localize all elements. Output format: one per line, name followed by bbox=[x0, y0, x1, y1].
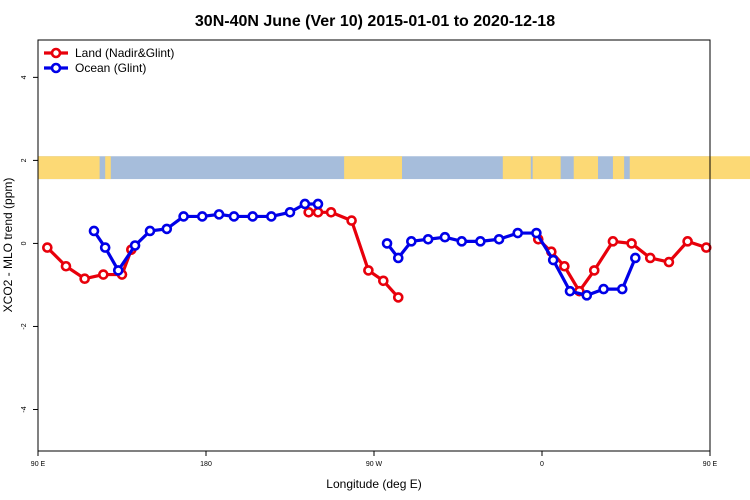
data-point bbox=[144, 225, 156, 237]
data-point bbox=[178, 211, 189, 222]
data-point bbox=[378, 275, 389, 287]
data-point bbox=[381, 238, 393, 249]
data-point bbox=[700, 242, 712, 253]
data-point bbox=[422, 233, 434, 245]
data-point bbox=[266, 211, 277, 222]
land-patch bbox=[573, 156, 598, 180]
data-point bbox=[99, 242, 111, 253]
y-tick-label: -4 bbox=[21, 406, 28, 412]
data-point bbox=[299, 198, 311, 210]
y-axis: -4 -2 0 2 4 bbox=[21, 75, 38, 413]
data-point bbox=[630, 252, 641, 264]
data-point bbox=[682, 236, 693, 247]
y-tick-label: 0 bbox=[21, 241, 28, 245]
land-patch bbox=[612, 156, 625, 180]
data-point bbox=[196, 211, 208, 222]
data-point bbox=[228, 211, 240, 222]
data-point bbox=[616, 283, 628, 295]
data-point bbox=[392, 292, 404, 303]
data-point bbox=[581, 290, 593, 301]
data-point bbox=[439, 231, 451, 243]
data-point bbox=[392, 252, 404, 264]
land-patch bbox=[629, 156, 750, 180]
legend-entry: Land (Nadir&Glint) bbox=[75, 46, 174, 60]
data-point bbox=[346, 215, 357, 226]
chart-title: 30N-40N June (Ver 10) 2015-01-01 to 2020… bbox=[195, 13, 555, 30]
series-layer bbox=[42, 198, 712, 303]
x-tick-label: 90 W bbox=[366, 461, 383, 468]
data-point bbox=[626, 238, 637, 249]
data-point bbox=[42, 242, 53, 253]
series-line-1 bbox=[385, 231, 637, 297]
data-point bbox=[644, 252, 656, 264]
y-axis-label: XCO2 - MLO trend (ppm) bbox=[1, 178, 15, 313]
data-point bbox=[564, 285, 576, 297]
x-tick-label: 0 bbox=[540, 461, 544, 468]
x-axis-label: Longitude (deg E) bbox=[326, 477, 421, 491]
data-point bbox=[607, 236, 619, 247]
data-point bbox=[161, 223, 173, 235]
y-tick-label: 4 bbox=[21, 75, 28, 79]
land-patch bbox=[344, 156, 402, 180]
data-point bbox=[213, 209, 225, 220]
data-point bbox=[456, 236, 468, 247]
data-point bbox=[493, 233, 505, 245]
data-point bbox=[559, 260, 570, 272]
data-point bbox=[531, 227, 542, 239]
data-point bbox=[512, 227, 524, 239]
data-point bbox=[475, 236, 486, 247]
data-point bbox=[60, 260, 72, 272]
data-point bbox=[325, 206, 337, 218]
land-ocean-band bbox=[38, 156, 750, 180]
land-patch bbox=[502, 156, 531, 180]
data-point bbox=[406, 236, 417, 247]
y-tick-label: 2 bbox=[21, 158, 28, 162]
legend: Land (Nadir&Glint)Ocean (Glint) bbox=[44, 46, 174, 75]
data-point bbox=[363, 265, 374, 276]
data-point bbox=[247, 211, 258, 222]
data-point bbox=[79, 273, 90, 285]
legend-entry: Ocean (Glint) bbox=[75, 61, 146, 75]
data-point bbox=[312, 198, 324, 210]
data-point bbox=[588, 265, 600, 276]
x-tick-label: 90 E bbox=[703, 461, 718, 468]
data-point bbox=[547, 254, 559, 266]
legend-swatch-marker bbox=[50, 62, 62, 74]
data-point bbox=[88, 225, 100, 237]
x-axis: 90 E 180 90 W 0 90 E bbox=[31, 451, 718, 468]
data-point bbox=[303, 206, 314, 218]
legend-swatch-marker bbox=[50, 47, 62, 59]
y-tick-label: -2 bbox=[21, 323, 28, 329]
land-patch bbox=[532, 156, 561, 180]
data-point bbox=[312, 206, 324, 218]
data-point bbox=[598, 283, 609, 295]
data-point bbox=[112, 265, 124, 276]
data-point bbox=[129, 240, 141, 251]
land-patch bbox=[105, 156, 111, 180]
data-point bbox=[284, 206, 296, 218]
data-point bbox=[98, 269, 109, 280]
data-point bbox=[663, 256, 675, 268]
x-tick-label: 180 bbox=[200, 461, 212, 468]
x-tick-label: 90 E bbox=[31, 461, 46, 468]
land-patch bbox=[38, 156, 100, 180]
